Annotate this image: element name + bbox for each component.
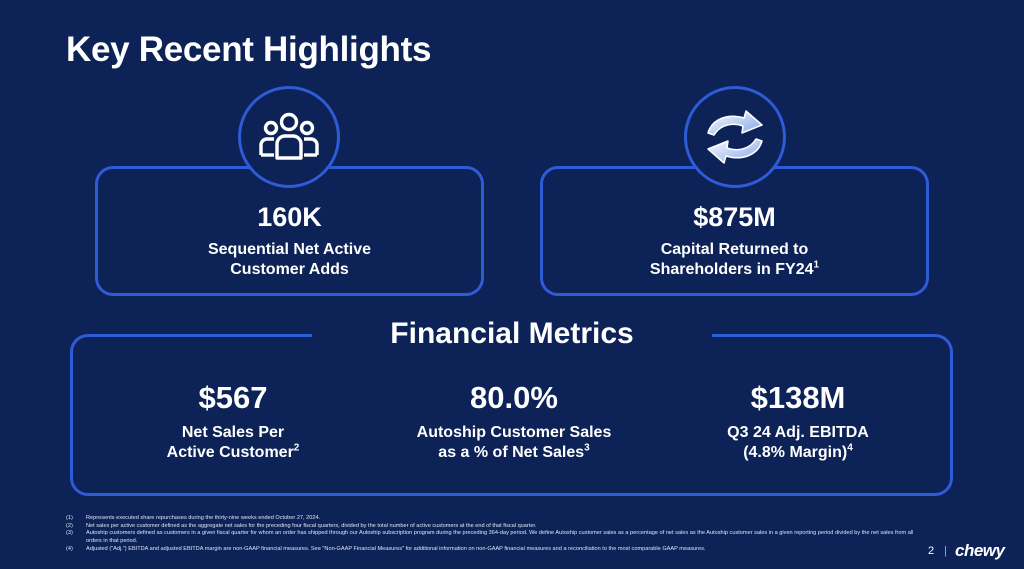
footnote-item: (2) Net sales per active customer define… [66, 523, 926, 531]
metric-label-line1: Q3 24 Adj. EBITDA [727, 424, 869, 441]
footnote-number: (1) [66, 515, 73, 521]
metric-label-line2: as a % of Net Sales [438, 444, 585, 461]
metric-value: $138M [750, 380, 846, 415]
highlight-label-line1: Sequential Net Active [207, 241, 371, 258]
footnote-number: (2) [66, 522, 73, 529]
footnote-item: (4) Adjusted ("Adj.") EBITDA and adjuste… [66, 546, 926, 554]
metric-label: Q3 24 Adj. EBITDA (4.8% Margin)4 [668, 423, 928, 463]
metric-value: $567 [198, 380, 268, 415]
footnote-ref: 1 [813, 259, 820, 271]
metric-value: 80.0% [470, 380, 558, 415]
page-number: 2 [928, 545, 935, 557]
highlight-label-line2: Customer Adds [230, 261, 349, 278]
metric-label-line1: Net Sales Per [181, 424, 285, 441]
footnote-ref: 4 [847, 442, 853, 454]
highlight-label: Sequential Net Active Customer Adds [98, 240, 481, 280]
metric-ebitda: $138M Q3 24 Adj. EBITDA (4.8% Margin)4 [668, 380, 928, 480]
footnote-item: (1) Represents executed share repurchase… [66, 515, 926, 523]
footnotes: (1) Represents executed share repurchase… [66, 515, 926, 554]
users-group-icon [238, 86, 340, 188]
footnote-text: Net sales per active customer defined as… [86, 522, 537, 529]
metric-label-line2: (4.8% Margin) [743, 444, 848, 461]
metric-autoship: 80.0% Autoship Customer Sales as a % of … [384, 380, 644, 480]
footnote-ref: 3 [584, 442, 590, 454]
footnote-text: Represents executed share repurchases du… [86, 515, 321, 521]
refresh-arrows-icon [684, 86, 786, 188]
metric-label-line1: Autoship Customer Sales [416, 424, 612, 441]
highlight-label-line1: Capital Returned to [660, 241, 809, 258]
metric-label: Autoship Customer Sales as a % of Net Sa… [384, 423, 644, 463]
metric-net-sales: $567 Net Sales Per Active Customer2 [103, 380, 363, 480]
highlight-label-line2: Shareholders in FY24 [649, 261, 814, 278]
highlight-label: Capital Returned to Shareholders in FY24… [543, 240, 926, 280]
footer-separator: | [944, 545, 947, 557]
metric-label: Net Sales Per Active Customer2 [103, 423, 363, 463]
highlight-value: 160K [257, 202, 322, 232]
footnote-item: (3) Autoship customers defined as custom… [66, 530, 926, 545]
footnote-text: Autoship customers defined as customers … [86, 530, 914, 545]
footnote-number: (4) [66, 545, 73, 552]
metric-label-line2: Active Customer [166, 444, 294, 461]
chewy-logo: chewy [955, 541, 1005, 560]
footnote-number: (3) [66, 530, 73, 537]
financial-metrics-title: Financial Metrics [312, 314, 712, 358]
financial-metrics-card: $567 Net Sales Per Active Customer2 80.0… [70, 334, 953, 496]
footnote-ref: 2 [293, 442, 300, 454]
highlight-value: $875M [693, 202, 776, 232]
footnote-text: Adjusted ("Adj.") EBITDA and adjusted EB… [86, 545, 706, 552]
page-title: Key Recent Highlights [66, 30, 432, 69]
